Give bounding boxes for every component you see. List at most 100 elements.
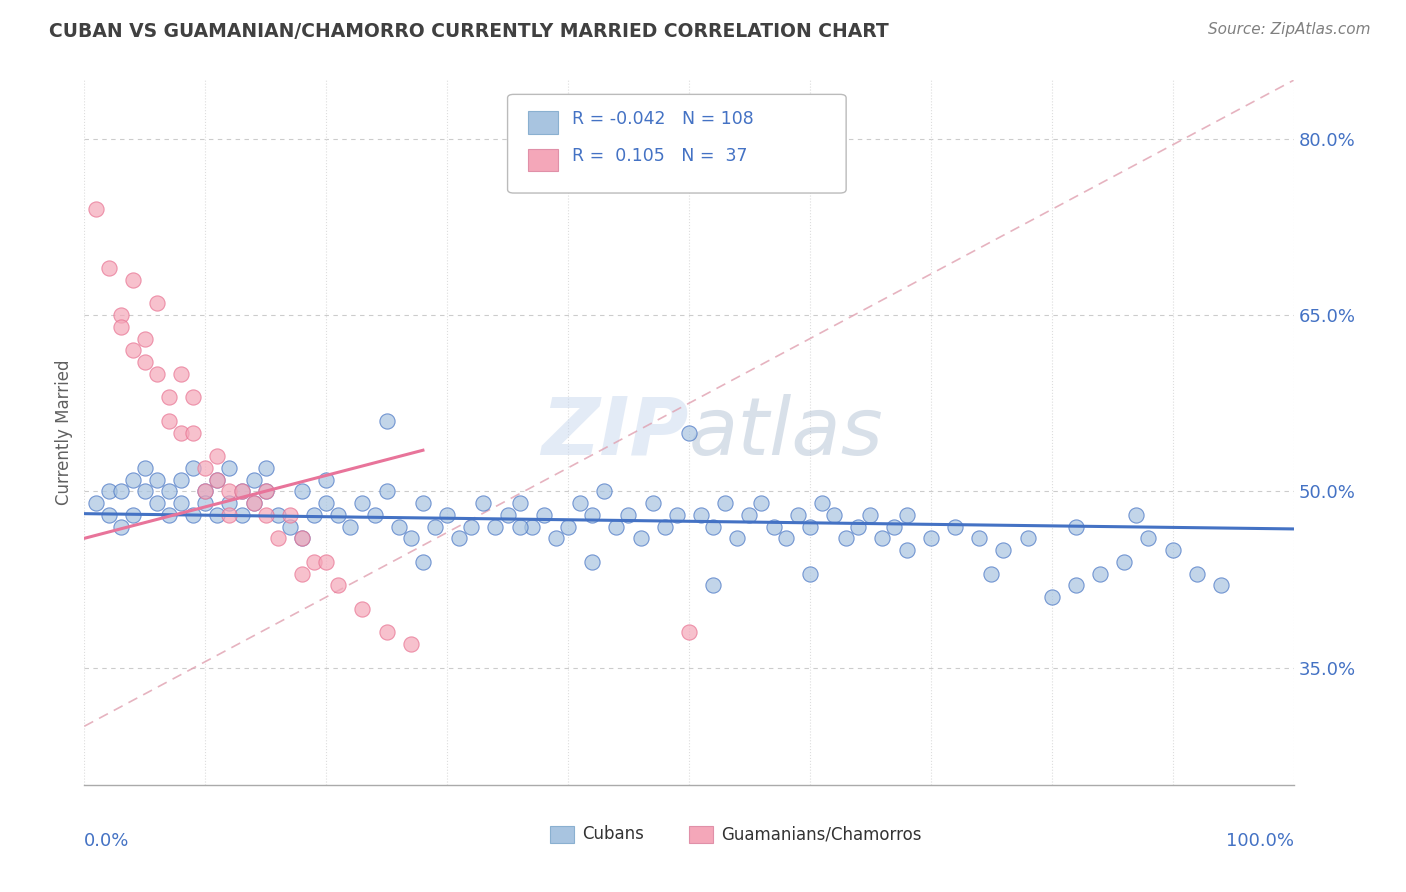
- Point: [254, 508, 277, 522]
- Point: [278, 519, 301, 533]
- Point: [375, 414, 398, 428]
- FancyBboxPatch shape: [508, 95, 846, 193]
- Point: [157, 391, 180, 405]
- Point: [399, 531, 422, 545]
- Point: [207, 449, 229, 463]
- Point: [218, 484, 240, 499]
- Point: [315, 473, 337, 487]
- Point: [1161, 543, 1184, 558]
- Point: [412, 496, 434, 510]
- Point: [967, 531, 990, 545]
- Text: Guamanians/Chamorros: Guamanians/Chamorros: [721, 825, 922, 843]
- Point: [157, 414, 180, 428]
- Point: [1185, 566, 1208, 581]
- Point: [738, 508, 761, 522]
- Point: [581, 508, 603, 522]
- Point: [1125, 508, 1147, 522]
- Point: [533, 508, 555, 522]
- Point: [315, 496, 337, 510]
- Point: [725, 531, 748, 545]
- Point: [146, 473, 169, 487]
- Point: [231, 484, 253, 499]
- Point: [146, 296, 169, 310]
- Point: [872, 531, 894, 545]
- Point: [97, 261, 120, 276]
- Point: [218, 460, 240, 475]
- Point: [1137, 531, 1160, 545]
- Point: [110, 319, 132, 334]
- Text: ZIP: ZIP: [541, 393, 689, 472]
- Point: [170, 473, 193, 487]
- Point: [509, 496, 531, 510]
- Point: [823, 508, 845, 522]
- Point: [762, 519, 785, 533]
- Point: [110, 519, 132, 533]
- Text: Source: ZipAtlas.com: Source: ZipAtlas.com: [1208, 22, 1371, 37]
- Point: [641, 496, 664, 510]
- Point: [86, 202, 108, 217]
- Point: [678, 837, 700, 851]
- Point: [811, 496, 834, 510]
- Point: [110, 308, 132, 322]
- Point: [799, 519, 821, 533]
- Text: R =  0.105   N =  37: R = 0.105 N = 37: [572, 147, 747, 165]
- Point: [605, 519, 627, 533]
- Point: [181, 508, 204, 522]
- Point: [835, 531, 858, 545]
- Point: [170, 367, 193, 381]
- Point: [896, 508, 918, 522]
- Point: [980, 566, 1002, 581]
- Point: [194, 496, 217, 510]
- Point: [1209, 578, 1232, 592]
- Point: [207, 473, 229, 487]
- Point: [520, 519, 543, 533]
- Point: [352, 496, 374, 510]
- Text: 0.0%: 0.0%: [84, 832, 129, 850]
- Point: [1064, 578, 1087, 592]
- Point: [1064, 519, 1087, 533]
- Point: [291, 531, 314, 545]
- Point: [363, 508, 385, 522]
- Point: [170, 496, 193, 510]
- Point: [181, 391, 204, 405]
- Point: [690, 508, 713, 522]
- Point: [134, 332, 156, 346]
- Point: [254, 484, 277, 499]
- Text: 100.0%: 100.0%: [1226, 832, 1294, 850]
- Point: [436, 508, 458, 522]
- Point: [134, 355, 156, 369]
- Point: [218, 508, 240, 522]
- Point: [134, 460, 156, 475]
- Point: [146, 367, 169, 381]
- Point: [121, 508, 143, 522]
- Point: [449, 531, 471, 545]
- Point: [218, 496, 240, 510]
- Point: [775, 531, 797, 545]
- Point: [678, 425, 700, 440]
- Point: [194, 484, 217, 499]
- Point: [883, 519, 905, 533]
- Point: [146, 496, 169, 510]
- Point: [231, 484, 253, 499]
- Point: [194, 484, 217, 499]
- Point: [267, 508, 290, 522]
- Point: [157, 484, 180, 499]
- Text: atlas: atlas: [689, 393, 884, 472]
- Point: [207, 508, 229, 522]
- Text: R = -0.042   N = 108: R = -0.042 N = 108: [572, 110, 754, 128]
- FancyBboxPatch shape: [529, 112, 558, 134]
- Point: [121, 273, 143, 287]
- Point: [943, 519, 966, 533]
- Point: [702, 519, 724, 533]
- Point: [181, 460, 204, 475]
- Point: [1088, 566, 1111, 581]
- Point: [157, 508, 180, 522]
- Point: [121, 343, 143, 358]
- Point: [207, 473, 229, 487]
- FancyBboxPatch shape: [550, 826, 574, 844]
- Point: [617, 508, 640, 522]
- Point: [1017, 531, 1039, 545]
- Point: [581, 555, 603, 569]
- Point: [702, 578, 724, 592]
- Point: [242, 496, 264, 510]
